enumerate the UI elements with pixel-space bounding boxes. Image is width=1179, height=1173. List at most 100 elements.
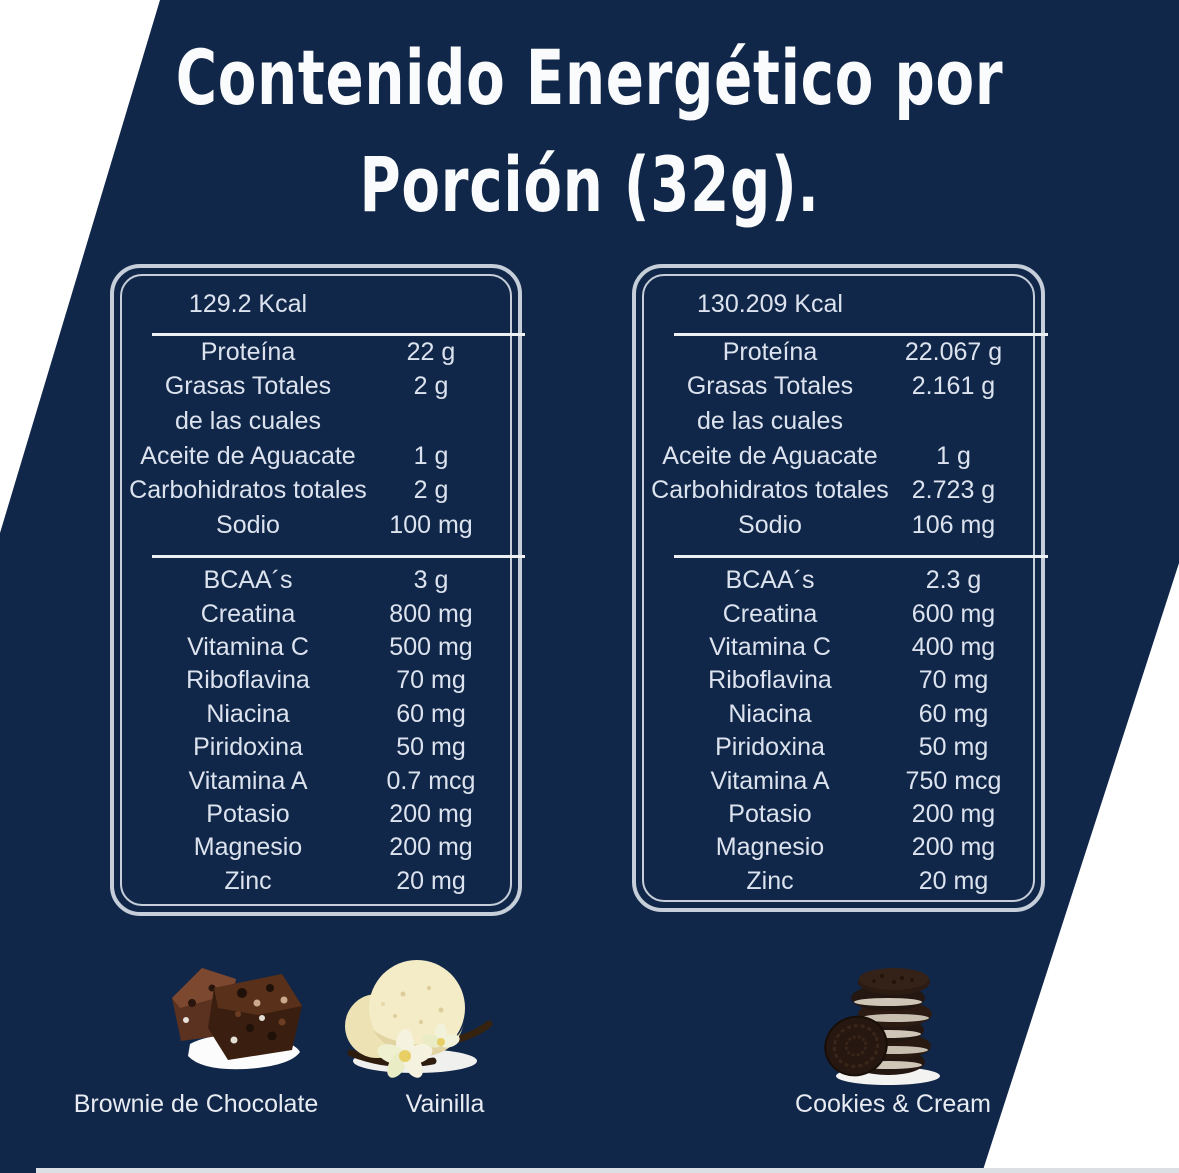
nutrient-value: 22.067 g <box>904 337 1003 366</box>
nutrient-row: Grasas Totales 2 g <box>114 370 518 405</box>
vanilla-ice-cream-image <box>345 960 493 1078</box>
nutrient-row: Piridoxina 50 mg <box>636 731 1041 764</box>
nutrient-label: BCAA´s <box>725 566 815 595</box>
nutrient-label: Magnesio <box>193 833 303 862</box>
page-title-line-2: Porción (32g). <box>359 140 820 229</box>
nutrient-row: Aceite de Aguacate 1 g <box>636 439 1041 474</box>
nutrient-label: Magnesio <box>715 833 825 862</box>
nutrient-label: Zinc <box>746 866 794 895</box>
nutrient-row: Vitamina C 400 mg <box>636 631 1041 664</box>
nutrient-label: Niacina <box>206 699 290 728</box>
nutrient-value: 750 mcg <box>905 766 1002 795</box>
divider-line <box>152 555 525 558</box>
nutrient-label: Carbohidratos totales <box>129 476 367 505</box>
leaning-cookie <box>824 1015 888 1077</box>
flavor-label-cookies-cream: Cookies & Cream <box>795 1090 991 1118</box>
nutrient-row: Carbohidratos totales 2.723 g <box>636 473 1041 508</box>
nutrient-value: 1 g <box>413 441 449 470</box>
nutrient-row: Zinc 20 mg <box>114 865 518 898</box>
nutrient-value: 2.3 g <box>925 566 982 595</box>
nutrient-value: 70 mg <box>396 666 466 695</box>
nutrient-label: Vitamina C <box>187 632 309 661</box>
nutrient-value: 400 mg <box>911 632 996 661</box>
nutrient-row: Magnesio 200 mg <box>114 831 518 864</box>
macros-section: Proteína 22.067 g Grasas Totales 2.161 g… <box>636 335 1041 543</box>
nutrient-row: Potasio 200 mg <box>636 798 1041 831</box>
nutrient-row: Proteína 22 g <box>114 335 518 370</box>
cookies-and-cream-image <box>824 968 940 1085</box>
nutrient-label: Potasio <box>206 799 290 828</box>
panel-inner-border <box>120 274 512 906</box>
micros-section: BCAA´s 2.3 g Creatina 600 mg Vitamina C … <box>636 564 1041 898</box>
nutrient-value: 600 mg <box>911 599 996 628</box>
nutrient-row: Piridoxina 50 mg <box>114 731 518 764</box>
nutrient-label: Sodio <box>216 510 280 539</box>
nutrient-value: 2 g <box>413 372 449 401</box>
nutrient-row: Zinc 20 mg <box>636 865 1041 898</box>
nutrient-row: Riboflavina 70 mg <box>114 664 518 697</box>
nutrient-label: Creatina <box>200 599 296 628</box>
nutrient-row: BCAA´s 3 g <box>114 564 518 597</box>
nutrient-row: Carbohidratos totales 2 g <box>114 473 518 508</box>
flavor-label-vainilla: Vainilla <box>405 1090 485 1118</box>
nutrient-row: Potasio 200 mg <box>114 798 518 831</box>
micros-section: BCAA´s 3 g Creatina 800 mg Vitamina C 50… <box>114 564 518 898</box>
nutrient-value: 50 mg <box>918 733 989 762</box>
brownie-image <box>172 968 302 1070</box>
nutrient-row: Aceite de Aguacate 1 g <box>114 439 518 474</box>
nutrient-value: 3 g <box>413 566 449 595</box>
nutrient-value: 60 mg <box>918 699 989 728</box>
nutrient-label: Potasio <box>728 799 812 828</box>
nutrient-label: de las cuales <box>697 406 843 435</box>
nutrient-value: 200 mg <box>911 799 996 828</box>
nutrient-row: Riboflavina 70 mg <box>636 664 1041 697</box>
nutrient-row: Niacina 60 mg <box>636 698 1041 731</box>
macros-section: Proteína 22 g Grasas Totales 2 g de las … <box>114 335 518 543</box>
nutrient-row: BCAA´s 2.3 g <box>636 564 1041 597</box>
divider-line <box>674 555 1048 558</box>
nutrient-row: Creatina 600 mg <box>636 597 1041 630</box>
nutrient-value: 200 mg <box>911 833 996 862</box>
kcal-header: 129.2 Kcal <box>188 290 308 318</box>
bottom-edge-strip <box>36 1168 1179 1173</box>
nutrient-value: 1 g <box>936 441 971 470</box>
nutrient-label: Zinc <box>224 866 272 895</box>
nutrient-row: Grasas Totales 2.161 g <box>636 370 1041 405</box>
nutrient-row: Niacina 60 mg <box>114 698 518 731</box>
nutrient-row: Creatina 800 mg <box>114 597 518 630</box>
nutrient-row: de las cuales <box>636 404 1041 439</box>
divider-line <box>152 333 525 336</box>
nutrition-panel-left: 129.2 Kcal Proteína 22 g Grasas Totales … <box>110 264 525 916</box>
nutrient-row: Proteína 22.067 g <box>636 335 1041 370</box>
nutrient-value: 106 mg <box>911 510 996 539</box>
nutrient-label: BCAA´s <box>203 566 293 595</box>
nutrient-value: 2 g <box>413 476 449 505</box>
nutrient-label: de las cuales <box>175 406 321 435</box>
nutrient-label: Riboflavina <box>708 666 832 695</box>
nutrition-panel-right: 130.209 Kcal Proteína 22.067 g Grasas To… <box>632 264 1048 912</box>
nutrient-label: Vitamina A <box>710 766 830 795</box>
flavor-label-brownie: Brownie de Chocolate <box>73 1090 319 1118</box>
nutrient-row: Sodio 106 mg <box>636 508 1041 543</box>
nutrient-label: Piridoxina <box>715 733 825 762</box>
nutrient-label: Creatina <box>722 599 818 628</box>
nutrient-value: 0.7 mcg <box>386 766 476 795</box>
nutrient-label: Grasas Totales <box>164 372 332 401</box>
nutrient-value: 2.161 g <box>911 372 996 401</box>
vanilla-flower-large <box>377 1029 433 1078</box>
nutrient-label: Carbohidratos totales <box>651 476 889 505</box>
nutrient-row: Vitamina C 500 mg <box>114 631 518 664</box>
nutrient-value: 200 mg <box>389 799 473 828</box>
nutrient-value: 100 mg <box>389 510 473 539</box>
nutrient-label: Aceite de Aguacate <box>662 441 878 470</box>
nutrient-value: 20 mg <box>918 866 989 895</box>
nutrient-label: Niacina <box>728 699 812 728</box>
nutrient-label: Piridoxina <box>193 733 303 762</box>
nutrient-value: 800 mg <box>389 599 473 628</box>
nutrient-value: 70 mg <box>918 666 989 695</box>
nutrient-label: Vitamina C <box>709 632 831 661</box>
kcal-header: 130.209 Kcal <box>697 290 843 318</box>
nutrient-value: 50 mg <box>396 733 466 762</box>
nutrient-value: 2.723 g <box>911 476 996 505</box>
